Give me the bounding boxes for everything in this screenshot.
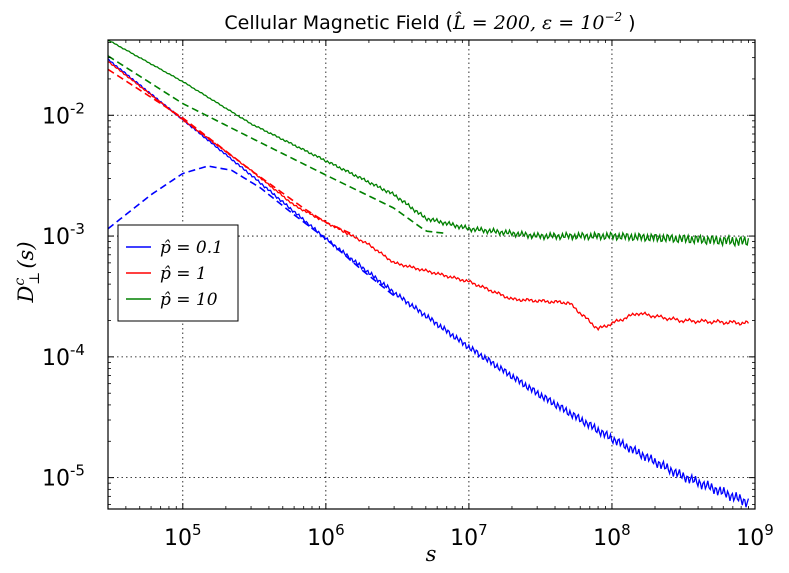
y-label-main: D bbox=[14, 286, 38, 304]
chart-title: Cellular Magnetic Field (L̂ = 200, ε = 1… bbox=[224, 10, 635, 34]
y-tick-label-1: 10-4 bbox=[42, 341, 85, 371]
y-tick-label-3: 10-2 bbox=[42, 99, 85, 129]
x-tick-label-0: 105 bbox=[164, 521, 202, 551]
y-label-sub: ⊥ bbox=[27, 272, 43, 285]
legend-label-0: p̂ = 0.1 bbox=[160, 238, 223, 258]
legend: p̂ = 0.1 p̂ = 1 p̂ = 10 bbox=[117, 224, 239, 322]
legend-label-1: p̂ = 1 bbox=[160, 264, 207, 284]
title-math: L̂ = 200, ε = 10 bbox=[452, 12, 604, 34]
series-0-solid-line bbox=[108, 58, 750, 508]
x-tick-label-2: 107 bbox=[450, 521, 488, 551]
y-label-sup: c bbox=[12, 278, 28, 286]
title-exponent: −2 bbox=[604, 10, 622, 24]
title-prefix: Cellular Magnetic Field ( bbox=[224, 12, 453, 34]
series-0-dashed-line bbox=[108, 165, 395, 297]
x-tick-label-1: 106 bbox=[307, 521, 345, 551]
x-axis-label: s bbox=[426, 542, 437, 566]
y-label-arg: (s) bbox=[14, 241, 38, 268]
y-axis-label: Dc⊥ (s) bbox=[12, 241, 43, 303]
series-1-dashed-line bbox=[108, 68, 352, 235]
x-tick-label-4: 109 bbox=[736, 521, 774, 551]
legend-label-2: p̂ = 10 bbox=[160, 290, 218, 310]
y-tick-label-0: 10-5 bbox=[42, 462, 85, 492]
series-2-solid-line bbox=[108, 40, 750, 248]
plot-frame bbox=[107, 39, 756, 510]
axis-ticks: 105 106 107 108 109 10-5 10-4 10-3 10-2 bbox=[42, 40, 774, 551]
x-tick-label-3: 108 bbox=[593, 521, 631, 551]
series-1-solid-line bbox=[108, 61, 749, 332]
series-2-dashed-line bbox=[108, 55, 447, 235]
series-group bbox=[108, 40, 750, 508]
y-tick-label-2: 10-3 bbox=[42, 220, 85, 250]
title-suffix: ) bbox=[622, 12, 635, 34]
